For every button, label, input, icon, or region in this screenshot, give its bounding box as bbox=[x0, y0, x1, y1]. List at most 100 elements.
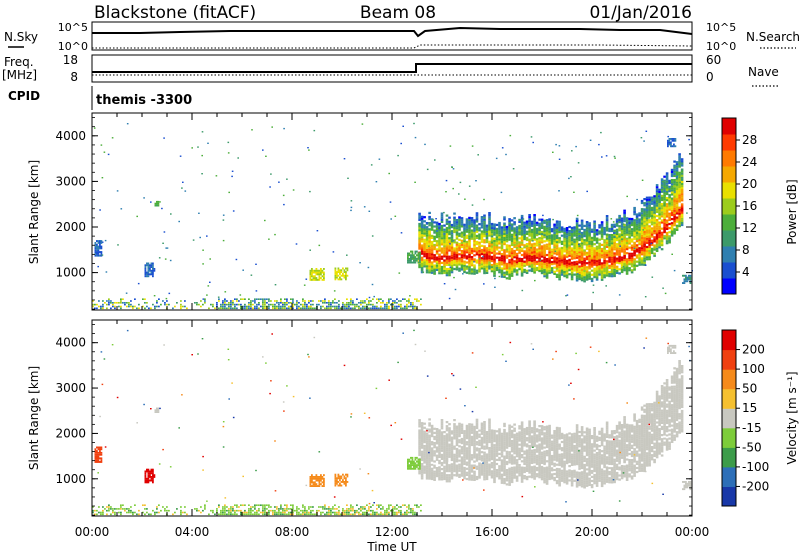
scatter-cell bbox=[478, 233, 481, 236]
scatter-cell bbox=[675, 185, 679, 188]
scatter-cell bbox=[513, 437, 516, 440]
scatter-cell bbox=[500, 447, 504, 450]
scatter-cell bbox=[470, 221, 474, 224]
scatter-cell bbox=[638, 259, 641, 262]
scatter-cell bbox=[670, 226, 674, 229]
scatter-cell bbox=[473, 440, 476, 443]
scatter-cell bbox=[473, 272, 476, 275]
scatter-cell bbox=[558, 270, 561, 273]
scatter-cell bbox=[480, 244, 484, 247]
scatter-cell bbox=[433, 437, 436, 441]
scatter-cell bbox=[530, 224, 534, 227]
scatter-cell bbox=[425, 232, 429, 235]
scatter-cell bbox=[425, 230, 429, 233]
scatter-cell bbox=[545, 272, 549, 275]
scatter-cell bbox=[480, 259, 484, 262]
scatter-cell bbox=[585, 247, 589, 250]
scatter-cell bbox=[465, 451, 469, 454]
scatter-cell bbox=[508, 434, 511, 437]
scatter-cell bbox=[458, 463, 461, 466]
scatter-cell bbox=[648, 237, 651, 240]
scatter-cell bbox=[396, 302, 398, 304]
scatter-cell bbox=[650, 219, 654, 222]
scatter-cell bbox=[368, 307, 370, 310]
scatter-cell bbox=[455, 462, 459, 465]
scatter-cell bbox=[448, 427, 451, 430]
scatter-cell bbox=[292, 298, 294, 300]
scatter-cell bbox=[508, 224, 511, 227]
scatter-cell bbox=[658, 201, 661, 204]
scatter-cell bbox=[515, 228, 519, 231]
scatter-cell bbox=[578, 267, 581, 270]
scatter-cell bbox=[425, 263, 429, 266]
scatter-cell bbox=[548, 269, 551, 272]
scatter-cell bbox=[222, 303, 224, 306]
scatter-cell bbox=[678, 223, 681, 226]
scatter-cell bbox=[498, 463, 501, 466]
scatter-cell bbox=[455, 452, 459, 455]
scatter-cell bbox=[209, 258, 211, 260]
scatter-cell bbox=[435, 250, 439, 253]
scatter-cell bbox=[645, 227, 649, 230]
scatter-cell bbox=[513, 474, 516, 477]
scatter-cell bbox=[540, 224, 544, 227]
scatter-cell bbox=[337, 278, 340, 281]
scatter-cell bbox=[122, 302, 124, 304]
scatter-cell bbox=[455, 472, 459, 475]
scatter-cell bbox=[468, 264, 471, 267]
scatter-cell bbox=[433, 272, 436, 275]
scatter-cell bbox=[500, 267, 504, 270]
scatter-cell bbox=[608, 227, 611, 230]
scatter-cell bbox=[658, 190, 661, 193]
scatter-cell bbox=[493, 474, 496, 477]
scatter-cell bbox=[182, 305, 184, 308]
scatter-cell bbox=[394, 300, 396, 302]
scatter-cell bbox=[533, 242, 536, 245]
scatter-cell bbox=[573, 253, 576, 256]
scatter-cell bbox=[463, 262, 466, 265]
scatter-cell bbox=[236, 298, 238, 300]
scatter-cell bbox=[222, 214, 225, 216]
scatter-cell bbox=[563, 256, 566, 259]
scatter-cell bbox=[553, 270, 556, 273]
scatter-cell bbox=[560, 253, 564, 256]
scatter-cell bbox=[430, 471, 434, 474]
scatter-cell bbox=[435, 473, 439, 476]
scatter-cell bbox=[455, 241, 459, 244]
scatter-cell bbox=[455, 460, 459, 463]
scatter-cell bbox=[533, 471, 536, 474]
scatter-cell bbox=[402, 298, 404, 300]
scatter-cell bbox=[543, 225, 546, 228]
scatter-cell bbox=[678, 177, 681, 180]
scatter-cell bbox=[565, 231, 569, 234]
scatter-cell bbox=[648, 245, 651, 248]
scatter-cell bbox=[445, 427, 449, 430]
scatter-cell bbox=[618, 233, 621, 236]
scatter-cell bbox=[450, 458, 454, 462]
scatter-cell bbox=[653, 238, 656, 241]
scatter-cell bbox=[430, 461, 434, 464]
scatter-cell bbox=[445, 441, 449, 444]
scatter-cell bbox=[530, 427, 534, 430]
scatter-cell bbox=[488, 212, 491, 215]
scatter-cell bbox=[523, 440, 526, 443]
scatter-cell bbox=[458, 426, 461, 429]
scatter-cell bbox=[367, 266, 370, 269]
scatter-cell bbox=[628, 260, 631, 264]
scatter-cell bbox=[660, 244, 664, 247]
scatter-cell bbox=[488, 465, 491, 468]
scatter-cell bbox=[644, 264, 647, 266]
scatter-cell bbox=[528, 420, 531, 423]
scatter-cell bbox=[523, 436, 526, 439]
scatter-cell bbox=[465, 443, 469, 446]
scatter-cell bbox=[144, 275, 147, 278]
scatter-cell bbox=[425, 258, 429, 262]
scatter-cell bbox=[580, 266, 584, 269]
scatter-cell bbox=[543, 434, 546, 437]
scatter-cell bbox=[535, 260, 539, 263]
scatter-cell bbox=[568, 225, 571, 229]
scatter-cell bbox=[505, 266, 509, 270]
scatter-cell bbox=[558, 267, 561, 271]
scatter-cell bbox=[248, 307, 250, 310]
scatter-cell bbox=[480, 422, 484, 425]
